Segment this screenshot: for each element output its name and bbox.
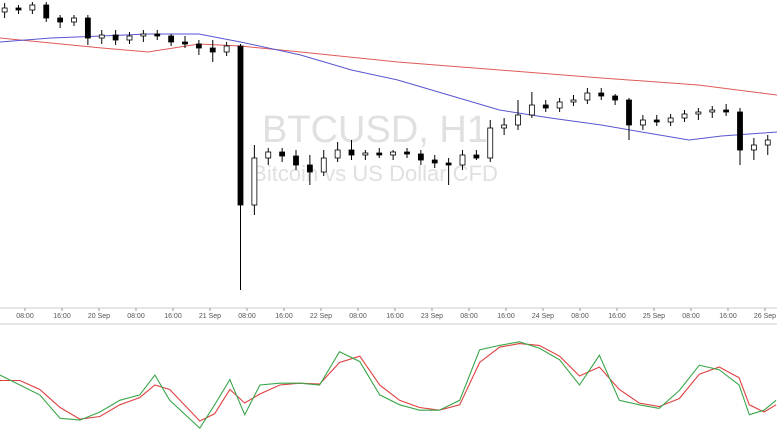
candle-body: [653, 119, 660, 123]
candle-body: [43, 4, 50, 19]
x-tick-label: 16:00: [497, 313, 515, 320]
candle-body: [515, 114, 521, 126]
candle-body: [501, 124, 508, 129]
candle-body: [376, 152, 383, 156]
candle-body: [251, 157, 258, 206]
x-tick-label: 20 Sep: [88, 313, 110, 320]
watermark-title: BTCUSD, H1: [262, 109, 488, 151]
candle-body: [570, 99, 577, 103]
x-tick-label: 26 Sep: [754, 313, 776, 320]
candle-body: [29, 4, 36, 11]
x-tick-label: 16:00: [53, 313, 71, 320]
x-tick-label: 08:00: [460, 313, 478, 320]
candle-body: [237, 45, 244, 206]
candle-body: [487, 127, 494, 159]
candle-body: [626, 99, 632, 126]
candle-body: [404, 151, 410, 155]
x-tick-label: 16:00: [719, 313, 737, 320]
candle-body: [168, 35, 175, 43]
candle-body: [112, 34, 119, 41]
candle-body: [695, 111, 702, 115]
x-tick-label: 08:00: [349, 313, 367, 320]
x-tick-label: 16:00: [386, 313, 404, 320]
candle-body: [223, 45, 230, 53]
candle-body: [182, 41, 188, 45]
x-tick-label: 08:00: [16, 313, 34, 320]
candle-body: [709, 109, 716, 113]
x-tick-label: 22 Sep: [310, 313, 332, 320]
candle-body: [362, 152, 369, 156]
oscillator-line: [0, 341, 777, 430]
candle-body: [431, 159, 438, 164]
candle-body: [320, 157, 327, 173]
candle-body: [209, 47, 216, 53]
candle-body: [57, 17, 64, 23]
candle-body: [556, 101, 563, 109]
candle-body: [764, 139, 771, 146]
x-tick-label: 08:00: [571, 313, 589, 320]
candle-body: [293, 155, 299, 166]
x-tick-label: 08:00: [238, 313, 256, 320]
candle-body: [265, 151, 272, 159]
x-tick-label: 08:00: [127, 313, 145, 320]
candle-body: [71, 17, 77, 23]
candle-body: [737, 111, 743, 151]
candle-body: [473, 154, 480, 159]
candle-body: [750, 144, 757, 151]
candle-body: [195, 43, 202, 49]
candle-body: [681, 113, 688, 119]
x-tick-label: 24 Sep: [532, 313, 554, 320]
candle-body: [417, 153, 424, 161]
candle-body: [667, 117, 674, 123]
moving-average: [0, 33, 777, 141]
candle-body: [306, 164, 313, 173]
watermark-subtitle: Bitcoin vs US Dollar CFD: [252, 161, 498, 186]
candle-body: [598, 92, 605, 97]
candle-body: [542, 104, 549, 109]
candle-body: [612, 95, 619, 101]
candle-body: [15, 7, 22, 11]
candle-body: [140, 33, 147, 37]
candle-body: [348, 149, 355, 156]
candle-body: [723, 109, 730, 113]
candle-body: [584, 92, 591, 101]
x-tick-label: 21 Sep: [199, 313, 221, 320]
candle-body: [459, 154, 466, 166]
candle-body: [126, 35, 133, 41]
candle-body: [639, 119, 646, 126]
candle-body: [84, 17, 91, 39]
candle-body: [98, 34, 105, 39]
candle-body: [334, 149, 341, 159]
x-tick-label: 16:00: [608, 313, 626, 320]
x-tick-label: 16:00: [275, 313, 293, 320]
x-tick-label: 08:00: [682, 313, 700, 320]
candle-body: [279, 151, 286, 157]
x-tick-label: 23 Sep: [421, 313, 443, 320]
candle-body: [528, 104, 535, 116]
candle-body: [390, 151, 397, 156]
candle-body: [154, 33, 161, 37]
candle-body: [445, 162, 452, 166]
x-tick-label: 25 Sep: [643, 313, 665, 320]
x-tick-label: 16:00: [164, 313, 182, 320]
candle-body: [1, 7, 8, 13]
